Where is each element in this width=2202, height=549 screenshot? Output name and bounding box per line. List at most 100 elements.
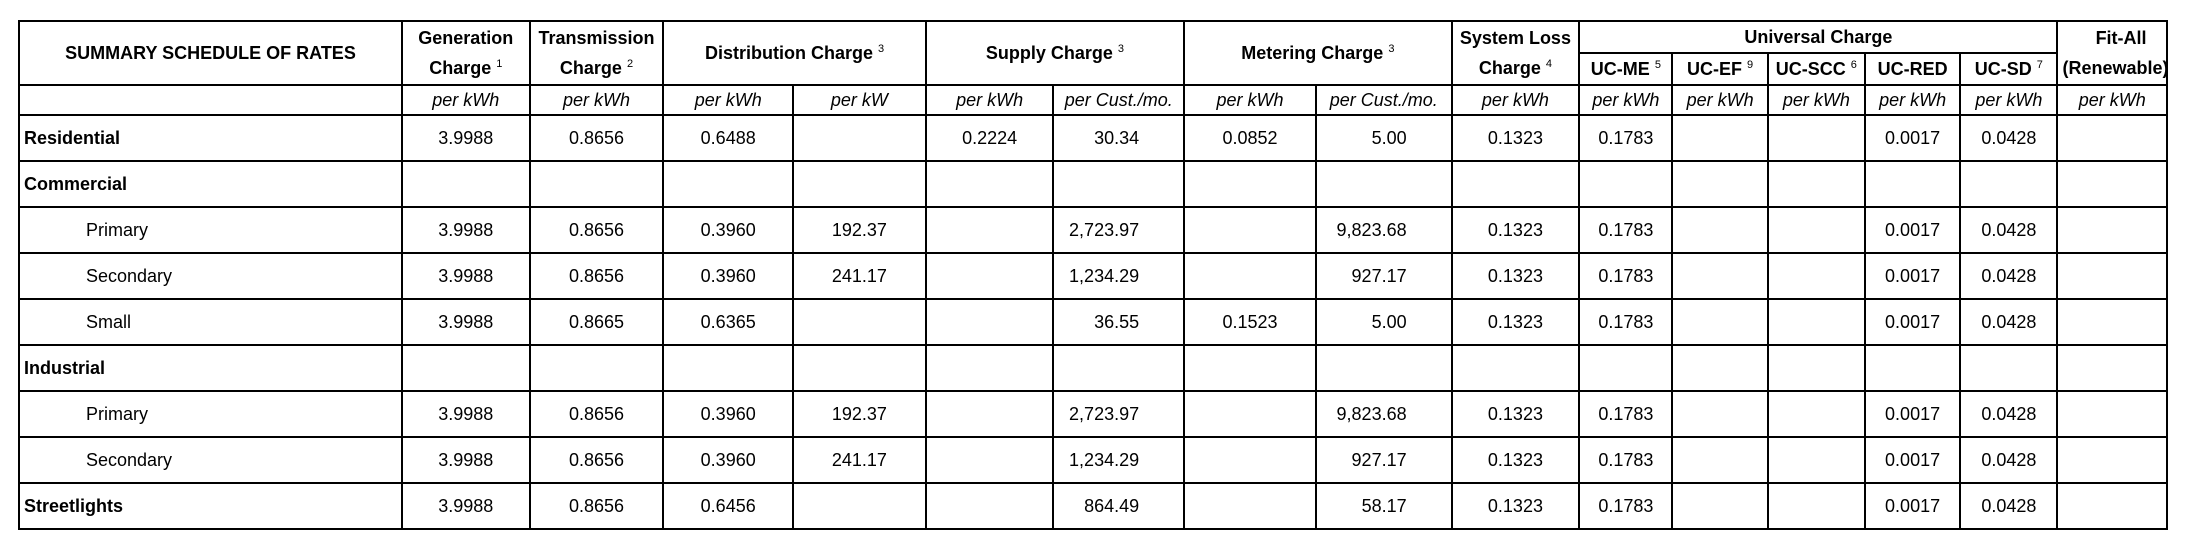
rate-cell — [792, 298, 927, 346]
row-label: Secondary — [18, 436, 403, 484]
row-label: Streetlights — [18, 482, 403, 530]
rate-cell: 1,234.29 — [1052, 436, 1186, 484]
rate-cell — [1183, 436, 1317, 484]
rate-cell — [1766, 436, 1866, 484]
rate-cell — [1671, 252, 1769, 300]
unit-cell: per kWh — [662, 84, 795, 116]
rate-cell — [792, 160, 927, 208]
unit-cell: per kWh — [924, 84, 1055, 116]
row-label: Industrial — [18, 344, 403, 392]
rate-cell: 0.1783 — [1578, 298, 1674, 346]
rate-cell — [1671, 298, 1769, 346]
header-distribution-charge: Distribution Charge 3 — [662, 20, 927, 86]
rate-cell — [662, 160, 795, 208]
rate-cell — [924, 206, 1055, 254]
rate-cell: 0.1323 — [1450, 298, 1581, 346]
rate-cell: 0.1323 — [1450, 206, 1581, 254]
rate-cell — [924, 482, 1055, 530]
unit-cell: per kWh — [1959, 84, 2059, 116]
rate-cell: 5.00 — [1314, 298, 1453, 346]
rate-cell: 0.0017 — [1863, 114, 1962, 162]
unit-cell: per kWh — [1671, 84, 1769, 116]
table-row: Secondary 3.9988 0.8656 0.3960 241.17 1,234.2… — [18, 252, 2168, 300]
rate-cell — [528, 344, 665, 392]
rate-cell: 0.1323 — [1450, 482, 1581, 530]
row-label: Residential — [18, 114, 403, 162]
rate-cell: 0.0852 — [1183, 114, 1317, 162]
rate-cell: 0.0428 — [1959, 252, 2059, 300]
rate-cell: 0.1783 — [1578, 482, 1674, 530]
rate-cell — [1450, 344, 1581, 392]
rate-cell: 0.0428 — [1959, 298, 2059, 346]
rate-cell: 30.34 — [1052, 114, 1186, 162]
rate-cell: 0.1783 — [1578, 206, 1674, 254]
rate-rows: Residential 3.9988 0.8656 0.6488 0.2224 30.34… — [18, 114, 2168, 530]
table-row: Industrial — [18, 344, 2168, 392]
unit-cell: per kWh — [1450, 84, 1581, 116]
rate-cell: 9,823.68 — [1314, 390, 1453, 438]
rate-cell — [1671, 206, 1769, 254]
rate-cell: 58.17 — [1314, 482, 1453, 530]
rate-cell: 3.9988 — [400, 252, 531, 300]
rate-cell: 3.9988 — [400, 390, 531, 438]
rate-cell — [1052, 160, 1186, 208]
rate-cell: 0.3960 — [662, 252, 795, 300]
rate-cell — [2056, 206, 2168, 254]
rate-cell — [2056, 114, 2168, 162]
unit-cell: per Cust./mo. — [1314, 84, 1453, 116]
rate-cell — [1450, 160, 1581, 208]
rate-cell — [2056, 252, 2168, 300]
rate-cell: 0.0017 — [1863, 482, 1962, 530]
rate-cell — [400, 344, 531, 392]
table-row: Streetlights 3.9988 0.8656 0.6456 864.49 58.1… — [18, 482, 2168, 530]
rate-cell — [1671, 436, 1769, 484]
rate-cell: 0.1323 — [1450, 114, 1581, 162]
rate-cell — [1183, 482, 1317, 530]
rate-cell — [792, 344, 927, 392]
rate-cell — [2056, 344, 2168, 392]
rate-cell — [924, 344, 1055, 392]
rate-cell: 0.0428 — [1959, 390, 2059, 438]
rate-cell: 0.0428 — [1959, 114, 2059, 162]
rate-cell: 0.1783 — [1578, 436, 1674, 484]
summary-schedule-table: SUMMARY SCHEDULE OF RATES Generation Char… — [18, 20, 2168, 530]
rate-cell: 0.3960 — [662, 436, 795, 484]
row-label: Primary — [18, 206, 403, 254]
rate-cell — [1671, 482, 1769, 530]
table-row: Small 3.9988 0.8665 0.6365 36.55 0.1523 5.00 0.… — [18, 298, 2168, 346]
row-label: Commercial — [18, 160, 403, 208]
rate-cell — [924, 436, 1055, 484]
rate-cell: 927.17 — [1314, 252, 1453, 300]
rate-cell — [924, 252, 1055, 300]
unit-cell: per kW — [792, 84, 927, 116]
row-label: Secondary — [18, 252, 403, 300]
rate-cell: 0.0017 — [1863, 206, 1962, 254]
rate-cell — [1766, 206, 1866, 254]
rate-cell — [1766, 114, 1866, 162]
rate-cell: 0.1783 — [1578, 114, 1674, 162]
unit-cell: per kWh — [2056, 84, 2168, 116]
rate-cell: 0.2224 — [924, 114, 1055, 162]
rate-cell — [2056, 298, 2168, 346]
rate-cell — [1052, 344, 1186, 392]
rate-cell — [1314, 160, 1453, 208]
header-uc-sd: UC-SD 7 — [1959, 52, 2059, 86]
row-label: Small — [18, 298, 403, 346]
rate-cell: 0.8665 — [528, 298, 665, 346]
rate-cell: 864.49 — [1052, 482, 1186, 530]
rate-cell: 3.9988 — [400, 482, 531, 530]
rate-cell: 0.0428 — [1959, 206, 2059, 254]
rate-cell — [1578, 344, 1674, 392]
rate-cell: 0.1783 — [1578, 252, 1674, 300]
rate-cell — [1959, 344, 2059, 392]
rate-cell: 0.8656 — [528, 436, 665, 484]
rate-cell: 192.37 — [792, 390, 927, 438]
rate-cell — [792, 114, 927, 162]
rate-cell: 0.1323 — [1450, 252, 1581, 300]
rate-cell: 0.8656 — [528, 206, 665, 254]
rate-cell — [1766, 298, 1866, 346]
rate-cell — [924, 160, 1055, 208]
unit-cell: per Cust./mo. — [1052, 84, 1186, 116]
unit-cell: per kWh — [400, 84, 531, 116]
header-fit-all: Fit-All(Renewable) 8 — [2056, 20, 2168, 86]
